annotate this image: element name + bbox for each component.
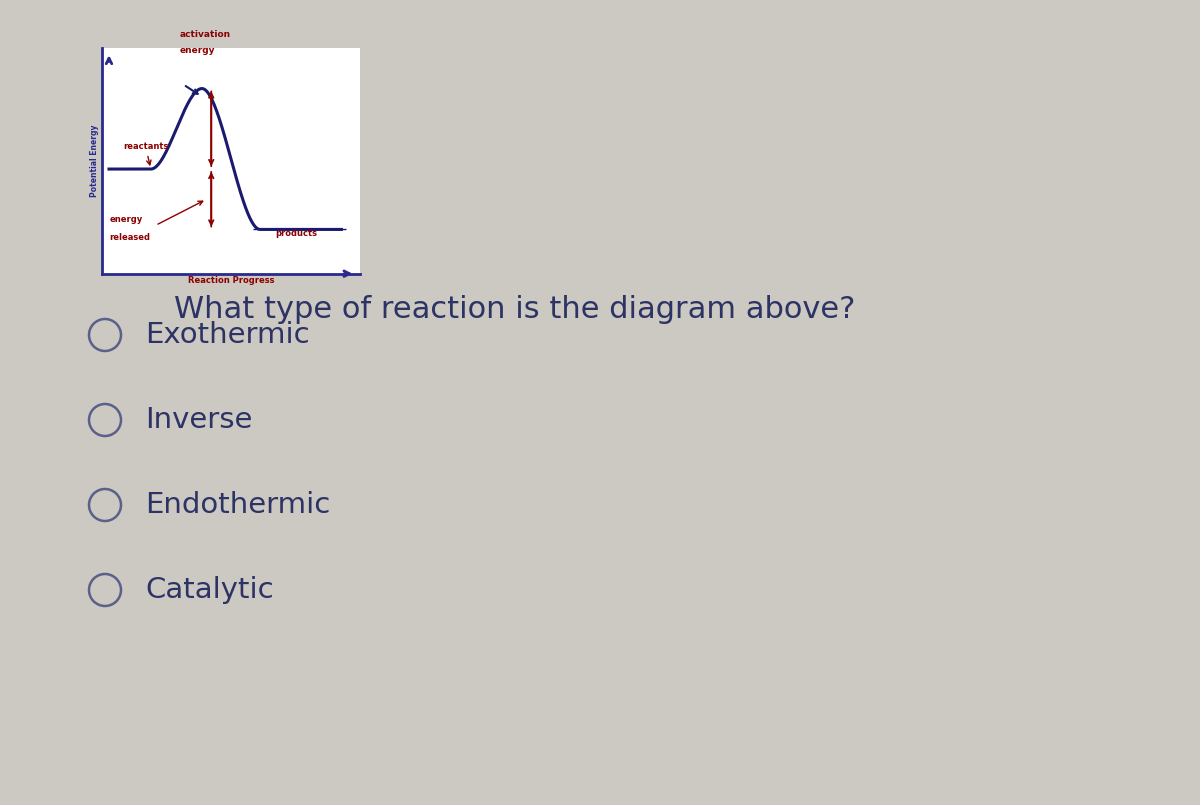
Text: Endothermic: Endothermic (145, 491, 330, 519)
Text: products: products (275, 229, 317, 237)
Text: energy: energy (109, 215, 143, 224)
Text: Inverse: Inverse (145, 406, 252, 434)
Text: reactants: reactants (122, 142, 168, 165)
X-axis label: Reaction Progress: Reaction Progress (187, 276, 275, 286)
Y-axis label: Potential Energy: Potential Energy (90, 125, 100, 197)
Text: Catalytic: Catalytic (145, 576, 274, 604)
Text: energy: energy (180, 46, 215, 55)
Text: activation: activation (180, 31, 230, 39)
Text: What type of reaction is the diagram above?: What type of reaction is the diagram abo… (174, 295, 856, 324)
Text: released: released (109, 233, 151, 242)
Text: Exothermic: Exothermic (145, 321, 310, 349)
